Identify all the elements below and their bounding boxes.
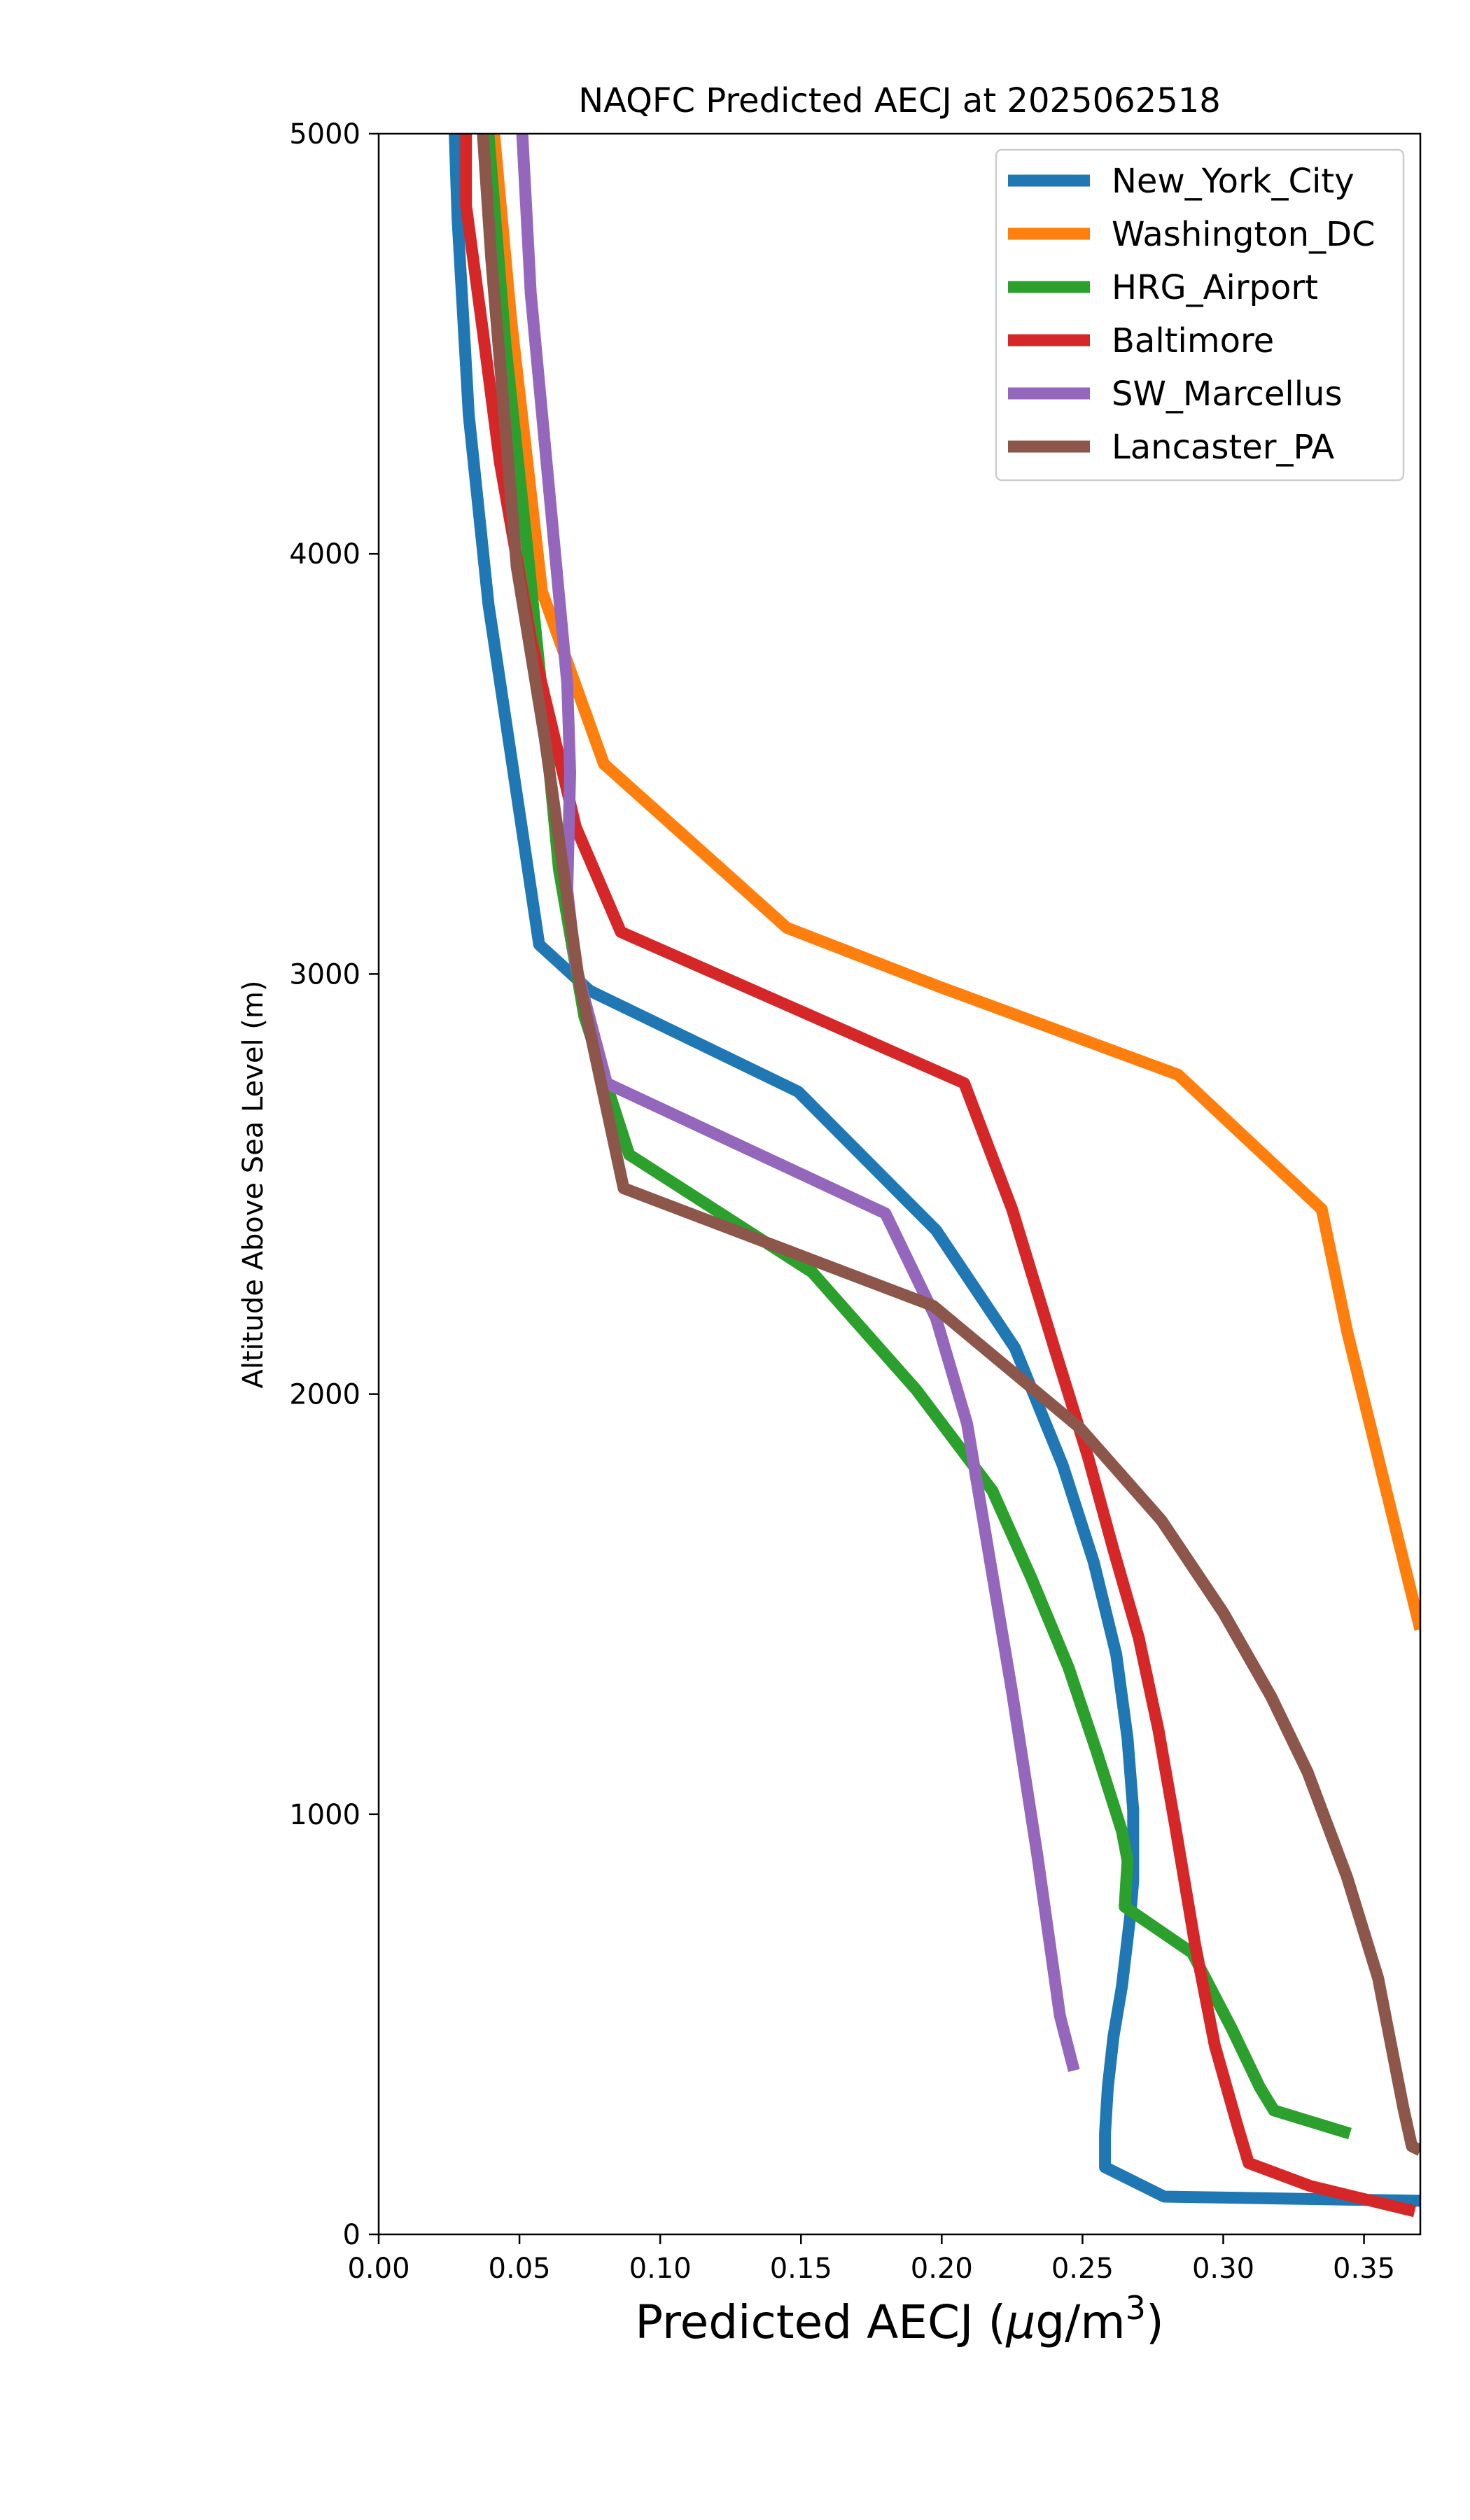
y-tick-label: 5000 — [289, 118, 360, 150]
legend-label: Lancaster_PA — [1112, 428, 1334, 467]
legend: New_York_City Washington_DC HRG_Airport Bal… — [995, 148, 1405, 482]
series-line-5 — [477, 134, 1420, 2156]
y-axis-label: Altitude Above Sea Level (m) — [237, 981, 270, 1389]
chart-title: NAQFC Predicted AECJ at 2025062518 — [578, 81, 1221, 120]
x-axis-label: Predicted AECJ (μg/m3) — [635, 2289, 1163, 2349]
y-tick-label: 2000 — [289, 1379, 360, 1411]
x-tick-label: 0.00 — [347, 2253, 410, 2285]
y-axis-ticks: 0 1000 2000 3000 4000 5000 — [289, 118, 379, 2251]
legend-label: HRG_Airport — [1112, 268, 1318, 307]
x-tick-label: 0.30 — [1192, 2253, 1254, 2285]
y-tick-label: 3000 — [289, 958, 360, 990]
legend-frame — [995, 148, 1405, 482]
series-lines — [449, 134, 1420, 2218]
plot-frame — [377, 132, 1422, 2236]
legend-label: SW_Marcellus — [1112, 374, 1342, 414]
legend-label: Washington_DC — [1112, 215, 1376, 254]
x-tick-label: 0.25 — [1051, 2253, 1114, 2285]
y-tick-label: 1000 — [289, 1799, 360, 1831]
x-tick-label: 0.05 — [489, 2253, 551, 2285]
x-tick-label: 0.15 — [770, 2253, 832, 2285]
x-axis-ticks: 0.00 0.05 0.10 0.15 0.20 0.25 0.30 0.35 — [347, 2234, 1395, 2285]
legend-label: Baltimore — [1112, 321, 1274, 360]
series-line-1 — [488, 134, 1420, 1631]
series-line-0 — [449, 134, 1420, 2207]
x-tick-label: 0.10 — [629, 2253, 692, 2285]
y-tick-label: 4000 — [289, 538, 360, 570]
series-line-4 — [516, 134, 1080, 2073]
x-tick-label: 0.20 — [911, 2253, 973, 2285]
legend-label: New_York_City — [1112, 162, 1354, 201]
x-tick-label: 0.35 — [1333, 2253, 1395, 2285]
y-tick-label: 0 — [343, 2219, 360, 2251]
